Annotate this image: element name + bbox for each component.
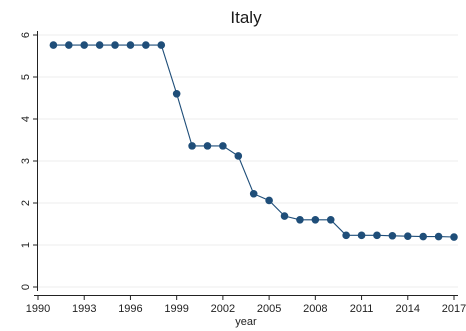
x-axis-title: year bbox=[235, 316, 257, 328]
data-point-2017 bbox=[450, 233, 458, 241]
data-point-2008 bbox=[311, 216, 320, 224]
series-italy bbox=[49, 41, 458, 241]
data-point-1993 bbox=[80, 41, 89, 49]
data-point-1992 bbox=[65, 41, 73, 49]
data-point-2012 bbox=[373, 231, 381, 240]
grid-lines bbox=[38, 34, 458, 288]
x-tick-label-1996: 1996 bbox=[118, 303, 142, 315]
data-point-1994 bbox=[95, 41, 104, 49]
y-tick-label-6: 6 bbox=[20, 32, 32, 38]
x-tick-label-2005: 2005 bbox=[257, 303, 281, 315]
y-tick-label-4: 4 bbox=[20, 116, 32, 122]
data-point-2001 bbox=[203, 142, 212, 150]
x-tick-label-2017: 2017 bbox=[442, 303, 466, 315]
data-point-1995 bbox=[111, 41, 119, 49]
data-point-2015 bbox=[419, 232, 427, 241]
data-point-2010 bbox=[342, 231, 350, 240]
y-tick-label-2: 2 bbox=[20, 200, 32, 206]
y-tick-label-5: 5 bbox=[20, 74, 32, 80]
data-point-1997 bbox=[142, 41, 150, 49]
x-tick-label-1990: 1990 bbox=[26, 303, 50, 315]
data-point-2005 bbox=[265, 196, 273, 205]
chart-title: Italy bbox=[230, 8, 262, 27]
x-tick-label-2011: 2011 bbox=[350, 303, 374, 315]
data-point-2013 bbox=[388, 231, 397, 240]
data-point-2003 bbox=[234, 152, 243, 160]
y-tick-label-3: 3 bbox=[20, 158, 32, 164]
y-tick-label-1: 1 bbox=[20, 242, 32, 248]
data-point-2004 bbox=[249, 189, 258, 198]
data-point-1998 bbox=[157, 41, 166, 49]
x-tick-label-1999: 1999 bbox=[164, 303, 188, 315]
data-point-1991 bbox=[49, 41, 58, 49]
x-tick-label-2014: 2014 bbox=[396, 303, 420, 315]
y-tick-label-0: 0 bbox=[20, 284, 32, 290]
x-tick-label-2008: 2008 bbox=[303, 303, 327, 315]
data-point-2009 bbox=[326, 216, 335, 224]
data-point-1999 bbox=[172, 90, 181, 98]
data-point-1996 bbox=[126, 41, 135, 49]
data-point-2014 bbox=[403, 232, 412, 240]
data-point-2006 bbox=[280, 212, 289, 220]
data-point-2000 bbox=[188, 142, 196, 150]
x-tick-label-2002: 2002 bbox=[211, 303, 235, 315]
data-point-2016 bbox=[434, 232, 443, 241]
x-tick-label-1993: 1993 bbox=[72, 303, 96, 315]
axes: 0 1 2 3 4 5 6 1990 1993 1996 1999 2002 2005 2008 2011 2… bbox=[20, 31, 466, 315]
data-point-2007 bbox=[296, 216, 304, 224]
data-point-2002 bbox=[219, 142, 227, 150]
data-point-2011 bbox=[357, 231, 366, 240]
series-line bbox=[53, 44, 455, 238]
